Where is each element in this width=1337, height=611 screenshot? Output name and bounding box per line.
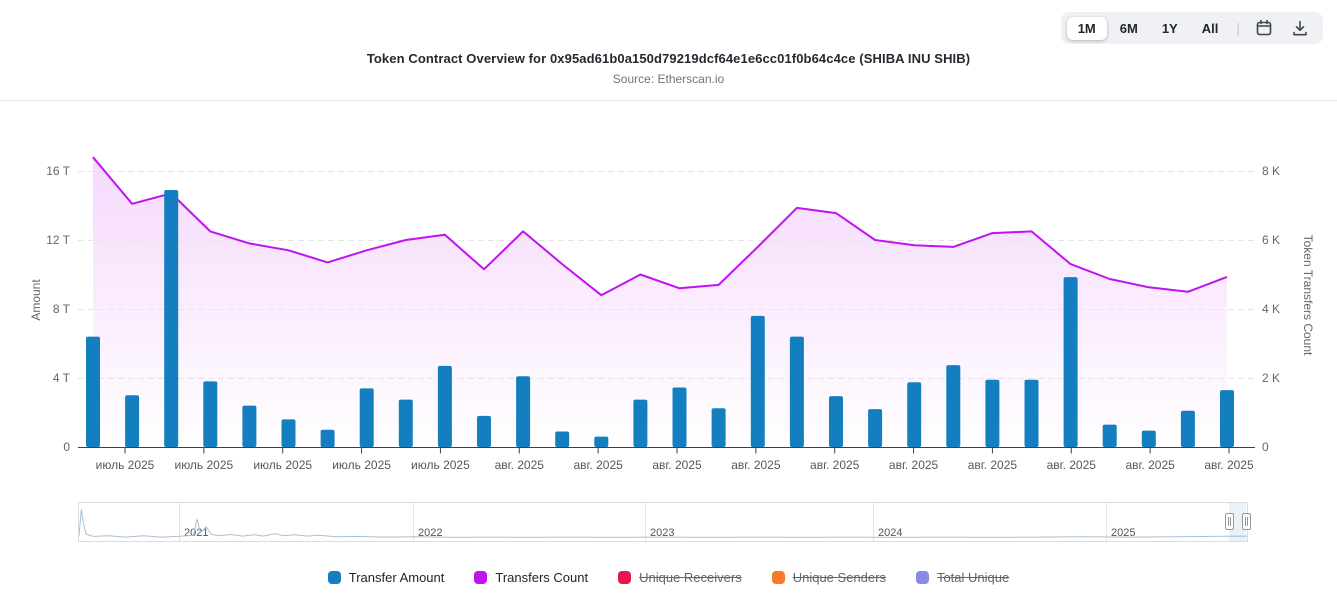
right-axis-tick-label: 8 K bbox=[1262, 164, 1280, 178]
transfer-amount-bar[interactable] bbox=[398, 399, 413, 447]
navigator-year-label: 2024 bbox=[878, 527, 902, 539]
transfer-amount-bar[interactable] bbox=[594, 436, 609, 447]
x-axis-label: июль 2025 bbox=[96, 458, 155, 472]
legend-label: Transfers Count bbox=[495, 570, 589, 585]
x-axis-label: авг. 2025 bbox=[1047, 458, 1097, 472]
legend-item-unique-receivers[interactable]: Unique Receivers bbox=[618, 570, 742, 585]
x-axis-label: авг. 2025 bbox=[495, 458, 545, 472]
transfer-amount-bar[interactable] bbox=[1180, 410, 1195, 447]
navigator[interactable]: 2021 2022 2023 2024 2025 bbox=[78, 502, 1251, 542]
transfer-amount-bar[interactable] bbox=[86, 336, 100, 447]
transfer-amount-bar[interactable] bbox=[750, 315, 765, 447]
x-axis-label: июль 2025 bbox=[411, 458, 470, 472]
range-button-6m[interactable]: 6M bbox=[1109, 17, 1149, 40]
transfer-amount-bar[interactable] bbox=[1063, 277, 1078, 447]
range-button-all[interactable]: All bbox=[1191, 17, 1230, 40]
transfer-amount-bar[interactable] bbox=[1220, 390, 1234, 447]
calendar-icon[interactable] bbox=[1247, 15, 1281, 41]
navigator-year-label: 2025 bbox=[1111, 527, 1135, 539]
navigator-year-label: 2022 bbox=[418, 527, 442, 539]
x-axis-label: июль 2025 bbox=[253, 458, 312, 472]
right-axis-tick-label: 6 K bbox=[1262, 233, 1280, 247]
x-axis-label: июль 2025 bbox=[332, 458, 391, 472]
page-title: Token Contract Overview for 0x95ad61b0a1… bbox=[366, 51, 971, 66]
legend-marker bbox=[327, 571, 341, 584]
transfer-amount-bar[interactable] bbox=[1024, 379, 1039, 447]
transfer-amount-bar[interactable] bbox=[359, 388, 374, 447]
transfer-amount-bar[interactable] bbox=[711, 408, 726, 447]
left-axis-tick-label: 8 T bbox=[53, 302, 71, 316]
transfer-amount-bar[interactable] bbox=[203, 381, 218, 447]
header-divider bbox=[0, 100, 1337, 101]
download-icon[interactable] bbox=[1283, 15, 1317, 41]
transfer-amount-bar[interactable] bbox=[437, 365, 452, 447]
transfer-amount-bar[interactable] bbox=[281, 419, 296, 447]
transfer-amount-bar[interactable] bbox=[516, 376, 531, 447]
legend-marker bbox=[474, 571, 488, 584]
transfer-amount-bar[interactable] bbox=[1141, 430, 1156, 447]
legend-item-transfer-amount[interactable]: Transfer Amount bbox=[327, 570, 445, 585]
legend-label: Total Unique bbox=[936, 570, 1010, 585]
navigator-handle-left[interactable] bbox=[1224, 513, 1234, 530]
x-axis-label: авг. 2025 bbox=[573, 458, 623, 472]
right-axis-tick-label: 2 K bbox=[1262, 371, 1280, 385]
navigator-year-label: 2021 bbox=[184, 527, 208, 539]
main-plot: июль 2025 июль 2025 июль 2025 июль 2025 июль… bbox=[46, 156, 1280, 472]
legend-marker bbox=[915, 571, 929, 584]
x-axis-label: авг. 2025 bbox=[810, 458, 860, 472]
transfers-count-line[interactable] bbox=[92, 156, 1228, 297]
left-axis-tick-label: 0 bbox=[63, 440, 70, 454]
transfer-amount-bar[interactable] bbox=[946, 365, 961, 447]
legend-label: Transfer Amount bbox=[348, 570, 445, 585]
transfer-amount-bar[interactable] bbox=[320, 429, 335, 448]
range-separator: | bbox=[1236, 20, 1240, 36]
right-axis-tick-label: 0 bbox=[1262, 440, 1269, 454]
legend-label: Unique Senders bbox=[792, 570, 886, 585]
navigator-history-line bbox=[79, 509, 1247, 538]
chart-subtitle: Source: Etherscan.io bbox=[612, 72, 725, 86]
left-axis-tick-label: 4 T bbox=[53, 371, 71, 385]
range-button-1y[interactable]: 1Y bbox=[1151, 17, 1189, 40]
legend-item-unique-senders[interactable]: Unique Senders bbox=[771, 570, 886, 585]
navigator-handle-right[interactable] bbox=[1241, 513, 1251, 530]
transfer-amount-bar[interactable] bbox=[477, 415, 491, 447]
transfer-amount-bar[interactable] bbox=[868, 409, 883, 447]
right-axis-tick-label: 4 K bbox=[1262, 302, 1280, 316]
range-selector: 1M 6M 1Y All | bbox=[1060, 12, 1323, 44]
legend-marker bbox=[771, 571, 785, 584]
navigator-year-label: 2023 bbox=[650, 527, 674, 539]
x-axis-label: авг. 2025 bbox=[1204, 458, 1254, 472]
transfer-amount-bar[interactable] bbox=[125, 395, 140, 448]
x-axis-label: авг. 2025 bbox=[889, 458, 939, 472]
x-axis-label: авг. 2025 bbox=[1125, 458, 1175, 472]
transfer-amount-bar[interactable] bbox=[633, 399, 648, 447]
transfers-count-area bbox=[93, 157, 1227, 447]
transfer-amount-bar[interactable] bbox=[242, 405, 257, 447]
transfer-amount-bar[interactable] bbox=[789, 336, 804, 447]
navigator-sparkline: 2021 2022 2023 2024 2025 bbox=[79, 503, 1247, 541]
range-button-1m[interactable]: 1M bbox=[1066, 16, 1107, 40]
transfer-amount-bar[interactable] bbox=[829, 396, 843, 447]
legend-marker bbox=[618, 571, 632, 584]
x-axis-label: авг. 2025 bbox=[731, 458, 781, 472]
transfer-amount-bar[interactable] bbox=[985, 379, 1000, 447]
range-buttons: 1M 6M 1Y All bbox=[1066, 16, 1230, 40]
transfer-amount-bar[interactable] bbox=[907, 382, 922, 447]
legend: Transfer Amount Transfers Count Unique Rec… bbox=[0, 570, 1337, 585]
left-axis-tick-label: 16 T bbox=[46, 164, 70, 178]
transfer-amount-bar[interactable] bbox=[555, 431, 570, 448]
legend-item-total-unique[interactable]: Total Unique bbox=[915, 570, 1010, 585]
legend-item-transfers-count[interactable]: Transfers Count bbox=[474, 570, 588, 585]
transfer-amount-bar[interactable] bbox=[672, 387, 687, 448]
transfer-amount-bar[interactable] bbox=[164, 190, 179, 447]
legend-label: Unique Receivers bbox=[639, 570, 742, 585]
x-axis-label: авг. 2025 bbox=[652, 458, 702, 472]
left-axis-tick-label: 12 T bbox=[46, 233, 70, 247]
navigator-window[interactable] bbox=[1229, 503, 1246, 541]
x-axis-label: авг. 2025 bbox=[968, 458, 1018, 472]
transfer-amount-bar[interactable] bbox=[1102, 424, 1117, 447]
x-axis-label: июль 2025 bbox=[174, 458, 233, 472]
